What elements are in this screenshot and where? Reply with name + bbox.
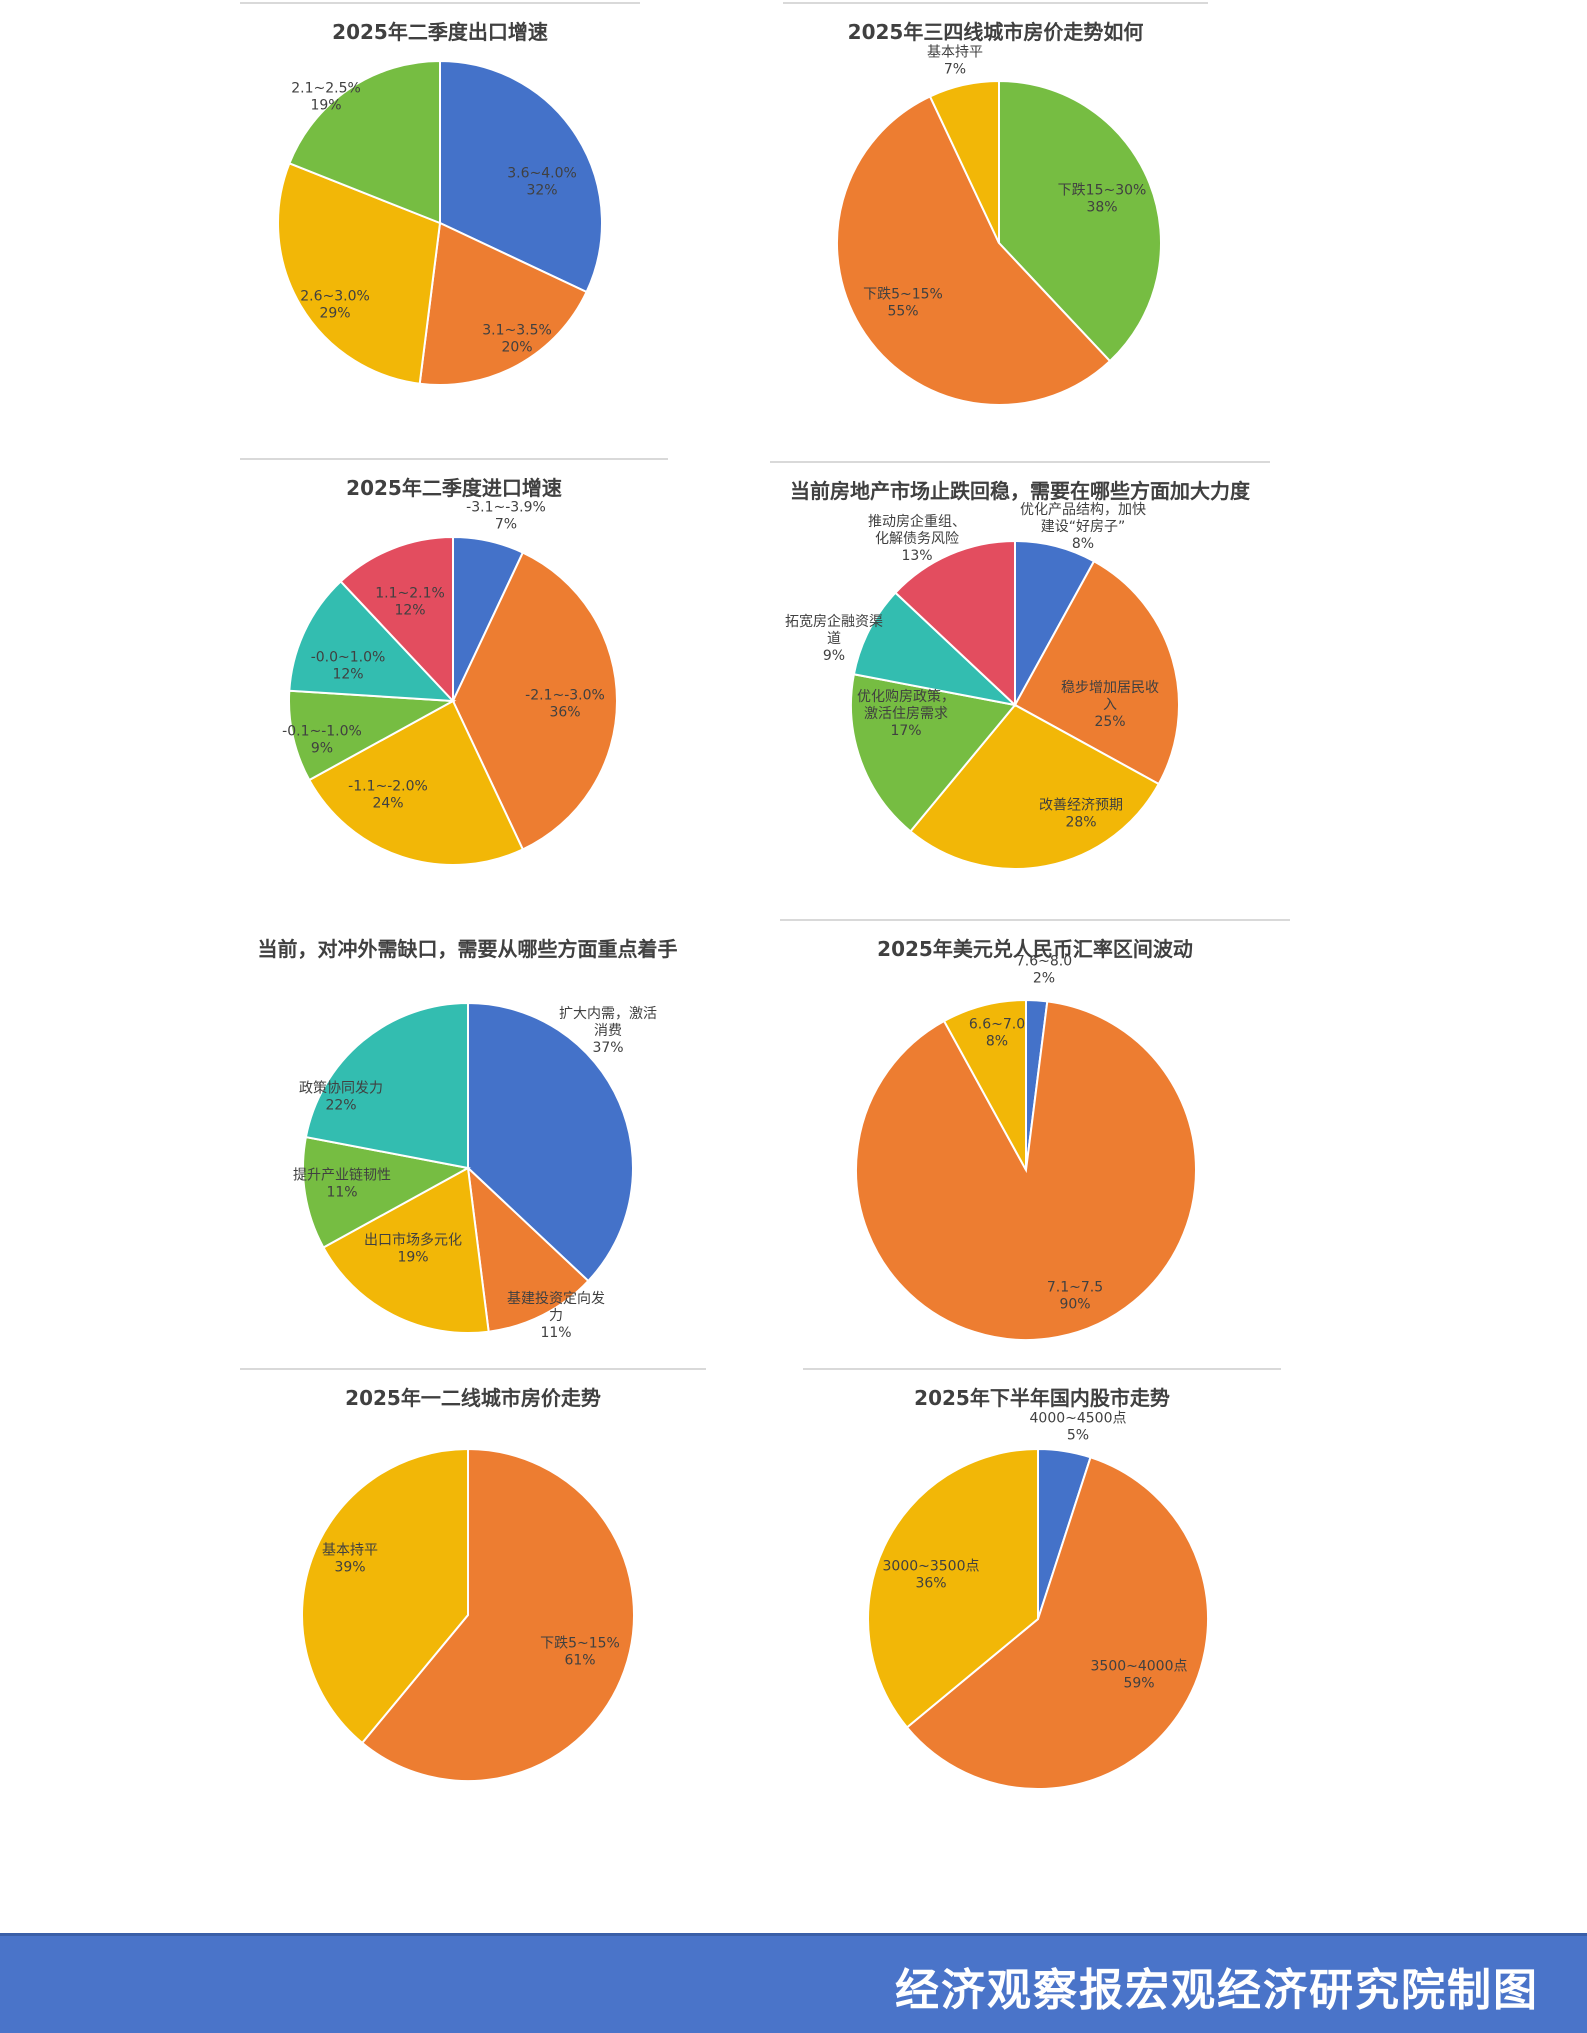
pie-chart: 优化产品结构，加快建设“好房子” 8% 稳步增加居民收入 25% 改善经济预期 28% 优化…: [785, 502, 1180, 870]
pie-chart: 3.6~4.0% 32% 3.1~3.5% 20% 2.6~3.0% 29% 2.1~2.5…: [277, 59, 603, 386]
pie-slice: [894, 539, 1016, 708]
chart-title: 2025年美元兑人民币汇率区间波动: [877, 937, 1193, 961]
pie-slice: [466, 1165, 590, 1333]
pie-slice: [836, 95, 1112, 406]
pie-slice: [277, 162, 442, 385]
pie-slice: [301, 1447, 469, 1745]
chart-title: 当前房地产市场止跌回稳，需要在哪些方面加大力度: [790, 479, 1250, 503]
slice-label: 优化购房政策，激活住房需求 17%: [857, 688, 955, 739]
slice-label: 扩大内需，激活消费 37%: [559, 1005, 657, 1056]
chart-panel-8: 2025年下半年国内股市走势 4000~4500点 5% 3500~4000点 59%…: [803, 1368, 1281, 1808]
pie-slice: [852, 591, 1019, 707]
chart-panel-6: 2025年美元兑人民币汇率区间波动 7.6~8.0 2% 7.1~7.5 90% 6.6…: [780, 919, 1290, 1359]
slice-label: 出口市场多元化 19%: [364, 1232, 462, 1266]
panel-divider: [770, 461, 1270, 463]
slice-label: 下跌15~30% 38%: [1058, 183, 1147, 216]
panel-divider: [240, 1368, 706, 1370]
pie-slice: [451, 551, 618, 851]
chart-title: 2025年下半年国内股市走势: [914, 1386, 1170, 1410]
slice-label: 3000~3500点 36%: [883, 1559, 980, 1592]
pie-slice: [467, 1001, 634, 1283]
slice-label: 提升产业链韧性 11%: [293, 1168, 391, 1201]
pie-slice: [1013, 559, 1180, 786]
chart-panel-1: 2025年二季度出口增速 3.6~4.0% 32% 3.1~3.5% 20% 2.6~3…: [240, 2, 640, 422]
slice-label: 7.1~7.5 90%: [1047, 1280, 1103, 1313]
slice-label: 下跌5~15% 61%: [540, 1636, 620, 1669]
slice-label: 优化产品结构，加快建设“好房子” 8%: [1020, 502, 1146, 552]
pie-slice: [998, 79, 1162, 363]
slice-label: 1.1~2.1% 12%: [375, 586, 445, 619]
chart-title: 2025年一二线城市房价走势: [345, 1386, 601, 1410]
pie-chart: 4000~4500点 5% 3500~4000点 59% 3000~3500点 36%: [866, 1411, 1209, 1790]
slice-label: 基本持平 7%: [927, 44, 983, 78]
pie-chart: 扩大内需，激活消费 37% 基建投资定向发力 11% 出口市场多元化 19% 提升产业链韧性…: [293, 1001, 657, 1341]
slice-label: 3.6~4.0% 32%: [507, 166, 577, 199]
pie-slice: [942, 998, 1027, 1171]
pie-slice: [301, 1135, 471, 1249]
chart-title: 当前，对冲外需缺口，需要从哪些方面重点着手: [257, 937, 678, 961]
slice-label: 推动房企重组、化解债务风险 13%: [868, 513, 966, 564]
panel-divider: [783, 2, 1208, 4]
chart-title: 2025年二季度出口增速: [332, 20, 548, 44]
chart-panel-7: 2025年一二线城市房价走势 下跌5~15% 61% 基本持平 39%: [240, 1368, 706, 1808]
panel-divider: [780, 919, 1290, 921]
panel-divider: [240, 458, 668, 460]
panel-divider: [803, 1368, 1281, 1370]
pie-slice: [928, 79, 1000, 244]
pie-slice: [866, 1447, 1039, 1729]
pie-slice: [418, 221, 588, 386]
chart-panel-5: 当前，对冲外需缺口，需要从哪些方面重点着手 扩大内需，激活消费 37% 基建投资定向…: [240, 919, 695, 1359]
pie-slice: [287, 689, 457, 782]
pie-slice: [439, 59, 603, 294]
pie-slice: [288, 580, 456, 703]
pie-chart: 下跌15~30% 38% 下跌5~15% 55% 基本持平 7%: [836, 44, 1162, 406]
panel-divider: [240, 2, 640, 4]
slice-label: 3500~4000点 59%: [1091, 1659, 1188, 1692]
slice-label: 6.6~7.0 8%: [969, 1017, 1025, 1050]
pie-chart: 下跌5~15% 61% 基本持平 39%: [301, 1447, 635, 1782]
slice-label: 4000~4500点 5%: [1030, 1411, 1127, 1444]
slice-label: 改善经济预期 28%: [1039, 798, 1123, 831]
slice-label: 基本持平 39%: [322, 1542, 378, 1576]
chart-panel-2: 2025年三四线城市房价走势如何 下跌15~30% 38% 下跌5~15% 55% 基本…: [783, 2, 1208, 422]
pie-slice: [304, 1001, 469, 1170]
slice-label: 稳步增加居民收入 25%: [1061, 680, 1159, 730]
pie-chart: -3.1~-3.9% 7% -2.1~-3.0% 36% -1.1~-2.0% 24% -0…: [282, 500, 618, 866]
footer-credit: 经济观察报宏观经济研究院制图: [895, 1965, 1539, 2016]
slice-label: -3.1~-3.9% 7%: [466, 500, 546, 533]
slice-label: 3.1~3.5% 20%: [482, 323, 552, 356]
pie-slice: [288, 59, 441, 225]
chart-panel-3: 2025年二季度进口增速 -3.1~-3.9% 7% -2.1~-3.0% 36% -1…: [240, 458, 668, 898]
pie-slice: [339, 535, 454, 704]
slice-label: 基建投资定向发力 11%: [507, 1290, 605, 1341]
slice-label: 政策协同发力 22%: [299, 1080, 383, 1114]
pie-slice: [855, 1000, 1197, 1341]
pie-slice: [322, 1166, 490, 1335]
slice-label: -0.1~-1.0% 9%: [282, 724, 362, 757]
slice-label: 7.6~8.0 2%: [1016, 954, 1072, 987]
slice-label: -2.1~-3.0% 36%: [525, 688, 605, 721]
pie-slice: [909, 703, 1161, 870]
chart-title: 2025年三四线城市房价走势如何: [847, 20, 1144, 44]
slice-label: 2.1~2.5% 19%: [291, 81, 361, 114]
pie-slice: [849, 673, 1017, 833]
chart-title: 2025年二季度进口增速: [346, 476, 562, 500]
chart-panel-4: 当前房地产市场止跌回稳，需要在哪些方面加大力度 优化产品结构，加快建设“好房子”…: [770, 461, 1270, 901]
slice-label: 下跌5~15% 55%: [863, 287, 943, 320]
pie-slice: [307, 699, 525, 866]
pie-slice: [360, 1447, 635, 1782]
slice-label: 2.6~3.0% 29%: [300, 289, 370, 322]
slice-label: 拓宽房企融资渠道 9%: [785, 613, 883, 664]
pie-slice: [905, 1456, 1209, 1790]
slice-label: -1.1~-2.0% 24%: [348, 779, 428, 812]
footer-banner: 经济观察报宏观经济研究院制图: [0, 1933, 1587, 2033]
slice-label: -0.0~1.0% 12%: [311, 650, 386, 683]
pie-chart: 7.6~8.0 2% 7.1~7.5 90% 6.6~7.0 8%: [855, 954, 1197, 1341]
